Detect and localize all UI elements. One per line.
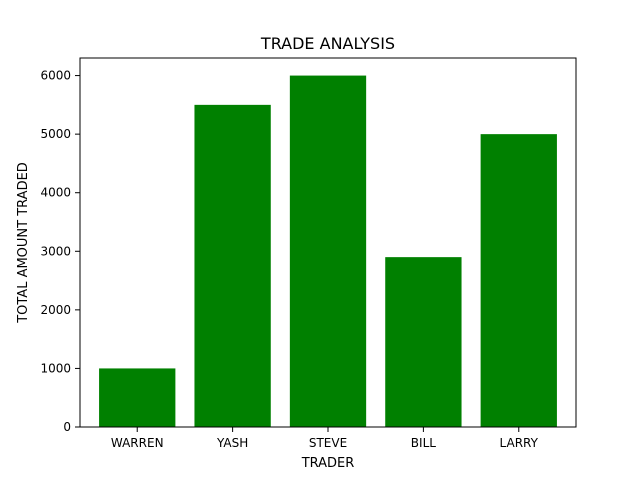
y-axis-label: TOTAL AMOUNT TRADED: [16, 162, 31, 324]
x-tick-label: YASH: [216, 436, 248, 450]
y-tick-label: 1000: [40, 361, 71, 375]
bar-warren: [99, 368, 176, 427]
chart-title: TRADE ANALYSIS: [260, 34, 395, 53]
y-tick-label: 2000: [40, 303, 71, 317]
x-tick-label: LARRY: [500, 436, 539, 450]
x-axis: WARREN YASH STEVE BILL LARRY: [111, 427, 539, 450]
y-tick-label: 5000: [40, 127, 71, 141]
x-tick-label: BILL: [411, 436, 436, 450]
bar-larry: [480, 134, 557, 427]
bar-yash: [194, 104, 271, 427]
y-tick-label: 3000: [40, 244, 71, 258]
x-tick-label: WARREN: [111, 436, 164, 450]
x-axis-label: TRADER: [301, 456, 355, 471]
x-tick-label: STEVE: [309, 436, 347, 450]
y-tick-label: 0: [63, 420, 71, 434]
bar-steve: [289, 75, 367, 428]
bars: [99, 75, 557, 428]
y-tick-label: 4000: [40, 186, 71, 200]
bar-bill: [385, 257, 462, 427]
y-axis: 0 1000 2000 3000 4000 5000 6000: [40, 69, 80, 434]
y-tick-label: 6000: [40, 69, 71, 83]
